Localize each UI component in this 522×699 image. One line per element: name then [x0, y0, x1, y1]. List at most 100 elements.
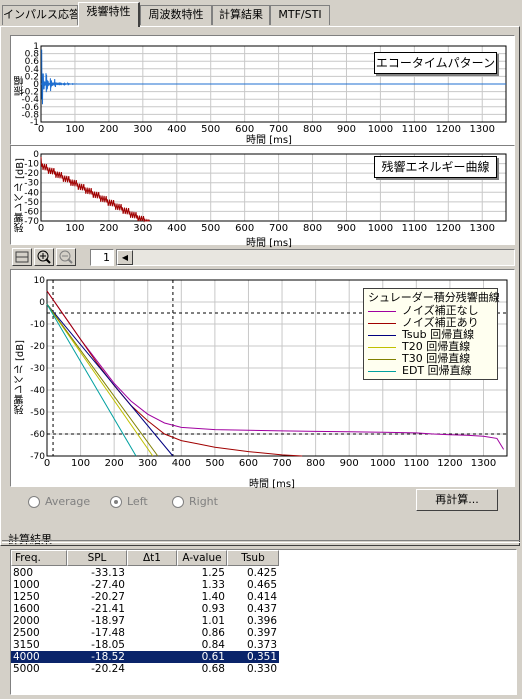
table-cell: 800: [13, 567, 34, 579]
table-cell: 0.68: [201, 663, 225, 675]
echo-pattern-button[interactable]: エコータイムパターン: [374, 52, 497, 74]
decay-series-line: [46, 303, 154, 457]
y-tick-label: -50: [24, 198, 39, 208]
x-tick-label: 500: [205, 458, 224, 469]
table-cell: -27.40: [91, 579, 125, 591]
x-tick-label: 600: [235, 124, 254, 135]
table-row[interactable]: 5000 -20.24 0.68 0.330: [11, 663, 279, 675]
y-tick-label: 0: [39, 298, 45, 308]
col-tsub[interactable]: Tsub: [227, 550, 279, 566]
table-row[interactable]: 2000 -18.97 1.01 0.396: [11, 615, 279, 627]
col-freq[interactable]: Freq.: [11, 550, 67, 566]
y-tick-label: -50: [30, 408, 45, 418]
page-number-field[interactable]: 1: [90, 249, 114, 266]
table-row[interactable]: 800 -33.13 1.25 0.425: [11, 567, 279, 579]
table-cell: 4000: [13, 651, 40, 663]
energy-plot-frame: [40, 153, 507, 222]
y-tick-label: -0.6: [21, 103, 39, 113]
table-cell: [127, 579, 177, 591]
table-cell: -18.52: [91, 651, 125, 663]
decay-series-line: [46, 303, 159, 457]
table-cell: 0.425: [246, 567, 277, 579]
radio-right-dot[interactable]: [172, 496, 184, 508]
tab-mtf-sti[interactable]: MTF/STI: [270, 5, 330, 25]
x-tick-label: 700: [269, 223, 288, 234]
x-tick-label: 200: [99, 124, 118, 135]
radio-right[interactable]: Right: [172, 495, 218, 509]
x-tick-label: 1200: [437, 458, 462, 469]
col-dt1[interactable]: Δt1: [127, 550, 177, 566]
horizontal-scrollbar[interactable]: ◀: [116, 249, 515, 266]
table-cell: 0.465: [246, 579, 277, 591]
tab-frequency[interactable]: 周波数特性: [140, 5, 212, 25]
table-cell: [127, 567, 177, 579]
energy-curve-button[interactable]: 残響エネルギー曲線: [374, 156, 497, 178]
table-row[interactable]: 1250 -20.27 1.40 0.414: [11, 591, 279, 603]
radio-left-dot[interactable]: [110, 496, 122, 508]
zoom-out-icon[interactable]: [56, 248, 76, 266]
radio-average-dot[interactable]: [28, 496, 40, 508]
table-row[interactable]: 4000 -18.52 0.61 0.351: [11, 651, 279, 663]
radio-average[interactable]: Average: [28, 495, 90, 509]
tab-panel: [0, 26, 520, 546]
tab-calculation[interactable]: 計算結果: [212, 5, 270, 25]
legend-item: T30 回帰直線: [368, 353, 470, 365]
x-tick-label: 1100: [402, 124, 427, 135]
results-body: 800 -33.13 1.25 0.425 1000 -27.40 1.33 0.465 125…: [11, 567, 279, 675]
y-tick-label: 0.4: [25, 65, 40, 75]
x-tick-label: 300: [133, 124, 152, 135]
zoom-in-icon[interactable]: [34, 248, 54, 266]
table-row[interactable]: 2500 -17.48 0.86 0.397: [11, 627, 279, 639]
echo-xlabel: 時間 [ms]: [246, 135, 292, 146]
table-cell: [127, 603, 177, 615]
x-tick-label: 0: [44, 458, 50, 469]
results-rows: 800 -33.13 1.25 0.425 1000 -27.40 1.33 0.465 125…: [11, 567, 279, 675]
radio-left[interactable]: Left: [110, 495, 148, 509]
decay-series-line: [46, 303, 137, 457]
table-cell: 1.40: [201, 591, 225, 603]
echo-time-pattern-panel: 0 100 200 300 400 500 600 700 800 900 1000 1100 1200…: [10, 35, 515, 146]
x-tick-label: 900: [337, 223, 356, 234]
y-tick-label: -20: [24, 169, 39, 179]
scroll-left-icon[interactable]: ◀: [117, 250, 133, 265]
table-cell: 2000: [13, 615, 40, 627]
table-cell: [127, 651, 177, 663]
table-row[interactable]: 1600 -21.41 0.93 0.437: [11, 603, 279, 615]
table-cell: 1.25: [201, 567, 225, 579]
table-cell: 1250: [13, 591, 40, 603]
table-cell: 0.396: [246, 615, 277, 627]
results-table[interactable]: Freq. SPL Δt1 A-value Tsub 800 -33.13 1.25…: [10, 549, 517, 695]
table-cell: 1000: [13, 579, 40, 591]
results-title: 計算結果: [8, 533, 52, 546]
table-cell: [127, 663, 177, 675]
x-tick-label: 400: [167, 223, 186, 234]
recalculate-button[interactable]: 再計算...: [416, 489, 498, 511]
table-row[interactable]: 3150 -18.05 0.84 0.373: [11, 639, 279, 651]
x-tick-label: 0: [38, 223, 44, 234]
table-cell: 3150: [13, 639, 40, 651]
energy-curve: [40, 156, 151, 223]
table-cell: -18.97: [91, 615, 125, 627]
decay-plot-frame: [46, 279, 508, 457]
table-cell: 0.93: [201, 603, 225, 615]
y-tick-label: -1: [30, 118, 39, 128]
table-cell: 0.86: [201, 627, 225, 639]
x-tick-label: 500: [201, 223, 220, 234]
schroeder-decay-panel: 0 100 200 300 400 500 600 700 800 900 1000 1100 1200…: [10, 269, 515, 490]
y-tick-label: -0.8: [21, 110, 39, 120]
col-a-value[interactable]: A-value: [177, 550, 227, 566]
decay-series-line: [46, 303, 174, 457]
table-cell: -17.48: [91, 627, 125, 639]
x-tick-label: 300: [133, 223, 152, 234]
table-cell: 0.437: [246, 603, 277, 615]
table-cell: [127, 591, 177, 603]
decay-xlabel: 時間 [ms]: [249, 479, 295, 490]
tab-impulse-response[interactable]: インパルス応答: [2, 5, 78, 25]
plot-toolbar: 1 ◀: [10, 246, 515, 268]
x-tick-label: 1100: [402, 223, 427, 234]
table-row[interactable]: 1000 -27.40 1.33 0.465: [11, 579, 279, 591]
layout-icon[interactable]: [12, 248, 32, 266]
tab-reverberation[interactable]: 残響特性: [78, 2, 140, 27]
echo-waveform: [41, 49, 78, 105]
col-spl[interactable]: SPL: [67, 550, 127, 566]
